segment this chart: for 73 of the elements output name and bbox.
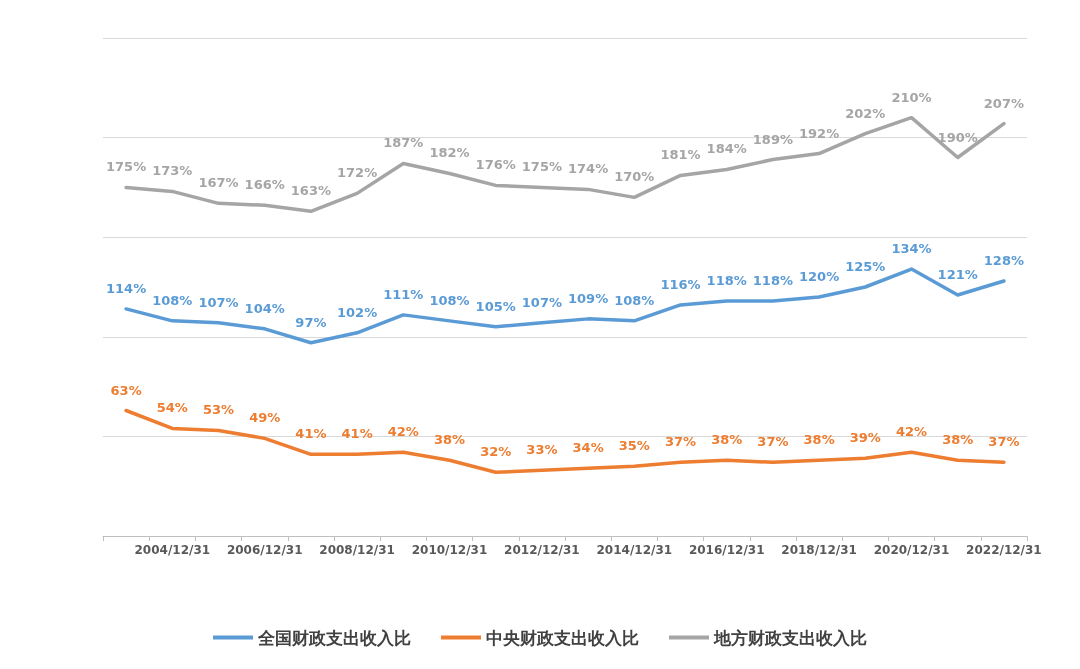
data-label: 63% — [110, 382, 142, 398]
data-label: 37% — [757, 434, 789, 450]
data-label: 175% — [521, 159, 562, 175]
data-label: 181% — [660, 147, 701, 163]
data-label: 37% — [664, 434, 697, 450]
x-tick-label: 2014/12/31 — [596, 543, 673, 557]
x-tick-label: 2022/12/31 — [966, 543, 1042, 557]
x-tick-label: 2012/12/31 — [504, 543, 580, 557]
data-label: 116% — [660, 276, 701, 292]
data-label: 187% — [383, 135, 424, 151]
legend-label: 全国财政支出收入比 — [257, 627, 411, 648]
x-tick-label: 2004/12/31 — [134, 543, 211, 557]
data-label: 38% — [803, 432, 835, 448]
data-label: 107% — [521, 294, 562, 310]
data-label: 54% — [156, 400, 188, 416]
x-tick-label: 2008/12/31 — [319, 543, 395, 557]
data-label: 173% — [152, 163, 193, 179]
data-label: 33% — [526, 442, 558, 458]
data-label: 172% — [337, 165, 378, 181]
x-tick-label: 2020/12/31 — [873, 543, 950, 557]
data-label: 38% — [711, 432, 743, 448]
data-label: 49% — [249, 410, 281, 426]
legend-label: 地方财政支出收入比 — [713, 627, 867, 648]
data-label: 109% — [568, 290, 609, 306]
data-label: 111% — [383, 286, 424, 302]
data-label: 114% — [106, 280, 147, 296]
data-label: 121% — [937, 266, 978, 282]
x-tick-label: 2018/12/31 — [781, 543, 857, 557]
data-label: 105% — [475, 298, 516, 314]
x-tick-label: 2006/12/31 — [226, 543, 303, 557]
data-label: 170% — [614, 169, 655, 185]
data-label: 118% — [706, 272, 747, 288]
data-label: 163% — [290, 183, 331, 199]
data-label: 35% — [618, 438, 650, 454]
data-label: 207% — [983, 95, 1024, 111]
data-label: 41% — [341, 426, 373, 442]
data-label: 108% — [429, 292, 470, 308]
data-label: 38% — [433, 432, 466, 448]
data-label: 166% — [244, 177, 285, 193]
data-label: 38% — [942, 432, 974, 448]
data-label: 120% — [799, 268, 840, 284]
x-tick-label: 2010/12/31 — [411, 543, 488, 557]
data-label: 42% — [387, 424, 419, 440]
data-label: 102% — [337, 304, 378, 320]
data-label: 108% — [152, 292, 193, 308]
data-label: 184% — [706, 141, 747, 157]
data-label: 128% — [983, 253, 1024, 269]
data-label: 104% — [244, 300, 285, 316]
x-tick-label: 2016/12/31 — [688, 543, 765, 557]
data-label: 167% — [198, 175, 239, 191]
data-label: 108% — [614, 292, 655, 308]
data-label: 41% — [295, 426, 327, 442]
data-label: 176% — [475, 157, 516, 173]
data-label: 107% — [198, 294, 239, 310]
data-label: 53% — [202, 402, 235, 418]
data-label: 125% — [845, 259, 886, 274]
data-label: 34% — [572, 440, 604, 456]
data-label: 37% — [988, 434, 1020, 450]
data-label: 182% — [429, 145, 470, 161]
legend-label: 中央财政支出收入比 — [486, 627, 639, 648]
data-label: 174% — [568, 161, 609, 177]
data-label: 118% — [752, 272, 793, 288]
data-label: 175% — [106, 159, 147, 175]
data-label: 39% — [849, 430, 881, 446]
data-label: 202% — [845, 105, 886, 121]
data-label: 210% — [891, 89, 932, 105]
data-label: 189% — [752, 131, 793, 147]
data-label: 134% — [891, 241, 932, 257]
data-label: 190% — [937, 129, 978, 145]
data-label: 192% — [799, 125, 840, 141]
data-label: 97% — [295, 314, 327, 330]
data-label: 32% — [480, 444, 512, 460]
data-label: 42% — [895, 424, 928, 440]
